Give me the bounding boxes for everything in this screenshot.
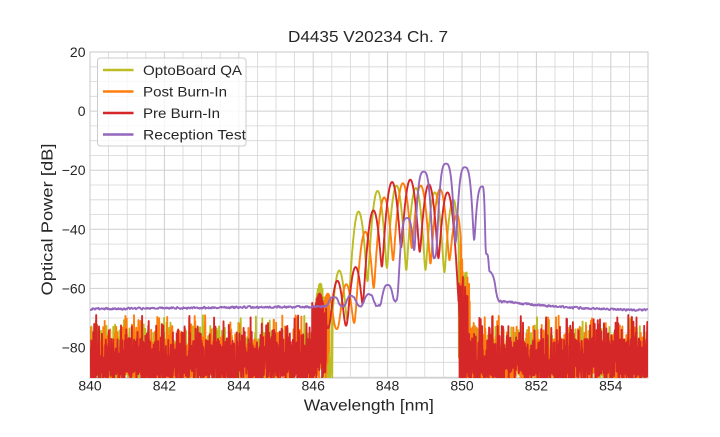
svg-text:Optical Power [dB]: Optical Power [dB] — [40, 144, 57, 296]
svg-text:850: 850 — [450, 378, 474, 394]
svg-text:840: 840 — [78, 378, 102, 394]
svg-text:0: 0 — [78, 103, 86, 119]
svg-text:Pre Burn-In: Pre Burn-In — [143, 105, 220, 121]
svg-text:842: 842 — [153, 378, 177, 394]
svg-text:848: 848 — [376, 378, 400, 394]
svg-text:Reception Test: Reception Test — [143, 126, 246, 142]
svg-text:852: 852 — [525, 378, 549, 394]
svg-text:854: 854 — [599, 378, 623, 394]
svg-text:20: 20 — [70, 44, 86, 60]
svg-text:OptoBoard QA: OptoBoard QA — [143, 62, 243, 78]
svg-text:844: 844 — [227, 378, 251, 394]
svg-text:D4435 V20234 Ch. 7: D4435 V20234 Ch. 7 — [288, 29, 448, 46]
svg-text:−20: −20 — [62, 162, 86, 178]
svg-text:Wavelength [nm]: Wavelength [nm] — [304, 398, 434, 415]
svg-text:846: 846 — [302, 378, 326, 394]
svg-text:Post Burn-In: Post Burn-In — [143, 83, 227, 99]
svg-text:−80: −80 — [62, 340, 86, 356]
svg-text:−60: −60 — [62, 280, 86, 296]
svg-text:−40: −40 — [62, 221, 86, 237]
